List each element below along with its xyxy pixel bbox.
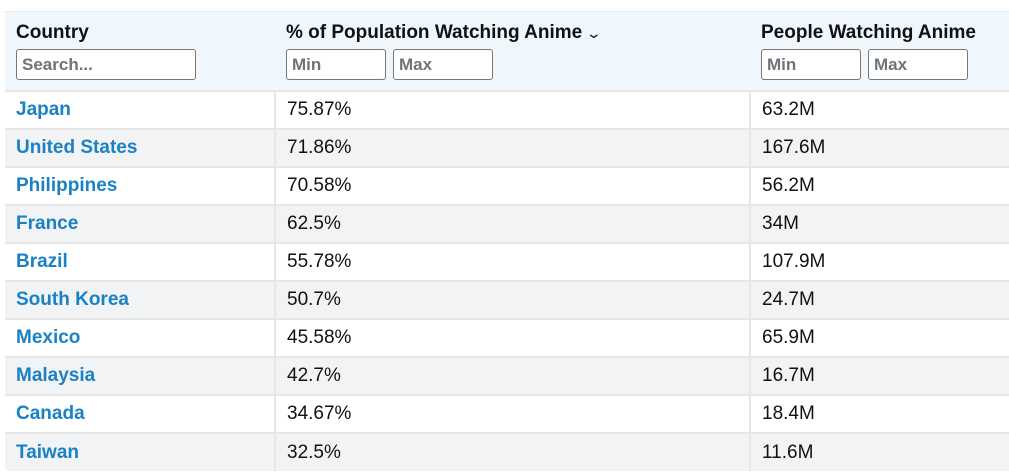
country-cell: Japan <box>5 90 275 129</box>
percent-cell: 45.58% <box>274 318 750 357</box>
country-cell: United States <box>5 128 275 167</box>
people-cell: 34M <box>749 204 1009 243</box>
people-cell: 16.7M <box>749 356 1009 395</box>
chevron-down-icon[interactable]: ⌄ <box>585 25 603 41</box>
table-row: Philippines 70.58% 56.2M <box>5 166 1009 205</box>
country-link[interactable]: Brazil <box>16 251 68 272</box>
percent-cell: 70.58% <box>274 166 750 205</box>
table-row: Canada 34.67% 18.4M <box>5 394 1009 433</box>
people-cell: 11.6M <box>749 432 1009 471</box>
country-link[interactable]: Mexico <box>16 327 81 348</box>
percent-cell: 34.67% <box>274 394 750 433</box>
table-row: South Korea 50.7% 24.7M <box>5 280 1009 319</box>
country-cell: Taiwan <box>5 432 275 471</box>
percent-cell: 32.5% <box>274 432 750 471</box>
percent-min-input[interactable] <box>286 49 386 80</box>
country-cell: Malaysia <box>5 356 275 395</box>
header-row: Country % of Population Watching Anime⌄ … <box>5 11 1009 92</box>
people-cell: 63.2M <box>749 90 1009 129</box>
table-row: Taiwan 32.5% 11.6M <box>5 432 1009 471</box>
header-country: Country <box>5 11 275 92</box>
country-cell: Mexico <box>5 318 275 357</box>
country-link[interactable]: Japan <box>16 99 71 120</box>
country-link[interactable]: South Korea <box>16 289 129 310</box>
header-label: People Watching Anime <box>761 22 977 43</box>
country-link[interactable]: Taiwan <box>16 441 79 463</box>
table-row: United States 71.86% 167.6M <box>5 128 1009 167</box>
country-link[interactable]: Philippines <box>16 175 118 196</box>
country-cell: South Korea <box>5 280 275 319</box>
country-link[interactable]: Malaysia <box>16 365 96 386</box>
table-row: Brazil 55.78% 107.9M <box>5 242 1009 281</box>
country-cell: Philippines <box>5 166 275 205</box>
people-cell: 107.9M <box>749 242 1009 281</box>
people-cell: 167.6M <box>749 128 1009 167</box>
table-row: Japan 75.87% 63.2M <box>5 90 1009 129</box>
people-cell: 65.9M <box>749 318 1009 357</box>
header-label: % of Population Watching Anime <box>286 22 583 43</box>
country-cell: France <box>5 204 275 243</box>
country-link[interactable]: United States <box>16 137 138 158</box>
header-label: Country <box>16 22 89 43</box>
header-percent[interactable]: % of Population Watching Anime ⌄ <box>275 11 750 92</box>
header-people: People Watching Anime <box>750 11 1009 92</box>
people-cell: 24.7M <box>749 280 1009 319</box>
people-cell: 56.2M <box>749 166 1009 205</box>
anime-table: Country % of Population Watching Anime⌄ … <box>5 11 1009 471</box>
country-cell: Brazil <box>5 242 275 281</box>
percent-cell: 55.78% <box>274 242 750 281</box>
people-max-input[interactable] <box>868 49 968 80</box>
percent-max-input[interactable] <box>393 49 493 80</box>
percent-cell: 50.7% <box>274 280 750 319</box>
table-row: Malaysia 42.7% 16.7M <box>5 356 1009 395</box>
percent-cell: 71.86% <box>274 128 750 167</box>
table-row: France 62.5% 34M <box>5 204 1009 243</box>
country-cell: Canada <box>5 394 275 433</box>
country-search-input[interactable] <box>16 49 196 80</box>
people-min-input[interactable] <box>761 49 861 80</box>
percent-cell: 75.87% <box>274 90 750 129</box>
people-cell: 18.4M <box>749 394 1009 433</box>
country-link[interactable]: France <box>16 213 79 234</box>
country-link[interactable]: Canada <box>16 403 85 424</box>
table-row: Mexico 45.58% 65.9M <box>5 318 1009 357</box>
percent-cell: 42.7% <box>274 356 750 395</box>
percent-cell: 62.5% <box>274 204 750 243</box>
